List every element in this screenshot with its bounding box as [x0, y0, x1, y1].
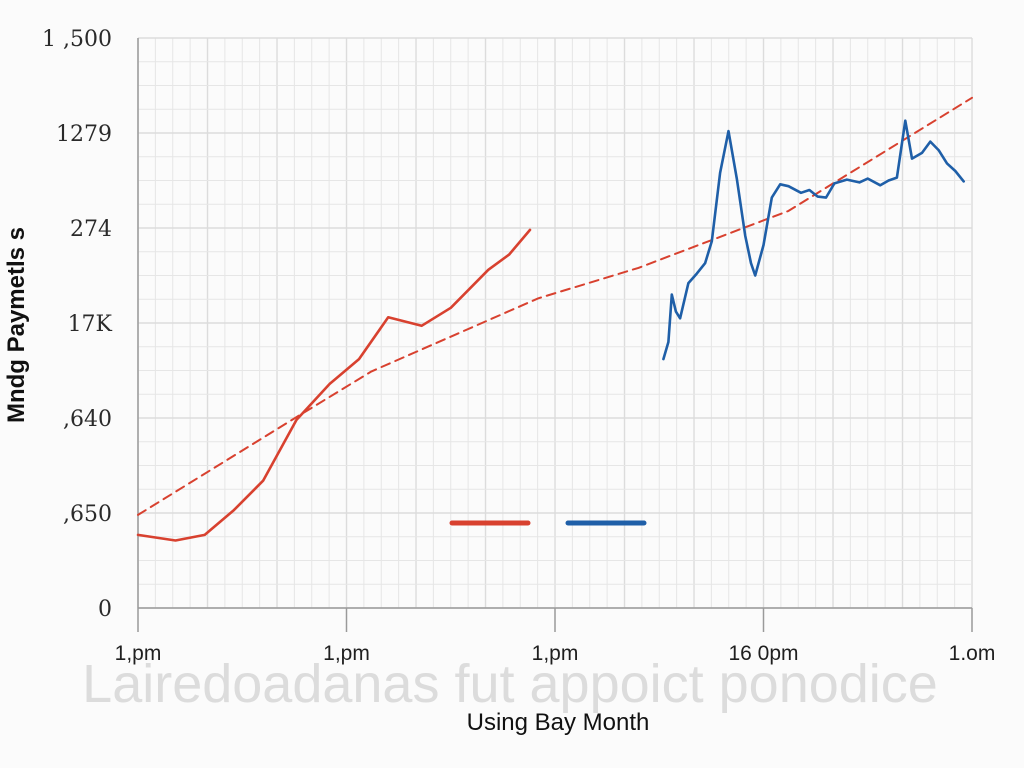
y-tick-label: 1279 [56, 122, 112, 147]
x-axis-title: Using Bay Month [467, 709, 650, 736]
x-tick-label: 1,pm [323, 642, 370, 665]
x-tick-labels: 1,pm 1,pm 1,pm 16 0pm 1.om [115, 608, 996, 665]
y-tick-label: 274 [70, 217, 112, 242]
y-tick-label: ,640 [63, 407, 112, 432]
grid [137, 37, 973, 609]
y-axis-title: Mndg Paymetls s [3, 227, 30, 423]
y-tick-labels: 0 ,650 ,640 17K 274 1279 1 ,500 [42, 27, 113, 622]
watermark-text: Lairedoadanas fut appoict ponodice [82, 654, 938, 714]
x-tick-label: 1,pm [115, 642, 162, 665]
series-line-1 [136, 228, 532, 542]
y-tick-label: 17K [68, 312, 113, 337]
x-tick-label: 16 0pm [728, 642, 798, 665]
y-tick-label: 1 ,500 [42, 27, 112, 52]
x-tick-label: 1,pm [532, 642, 579, 665]
series [136, 96, 973, 542]
x-tick-label: 1.om [949, 642, 996, 665]
series-line-3 [662, 119, 965, 361]
y-tick-label: ,650 [63, 502, 112, 527]
y-tick-label: 0 [98, 597, 112, 622]
series-line-2 [137, 96, 973, 516]
